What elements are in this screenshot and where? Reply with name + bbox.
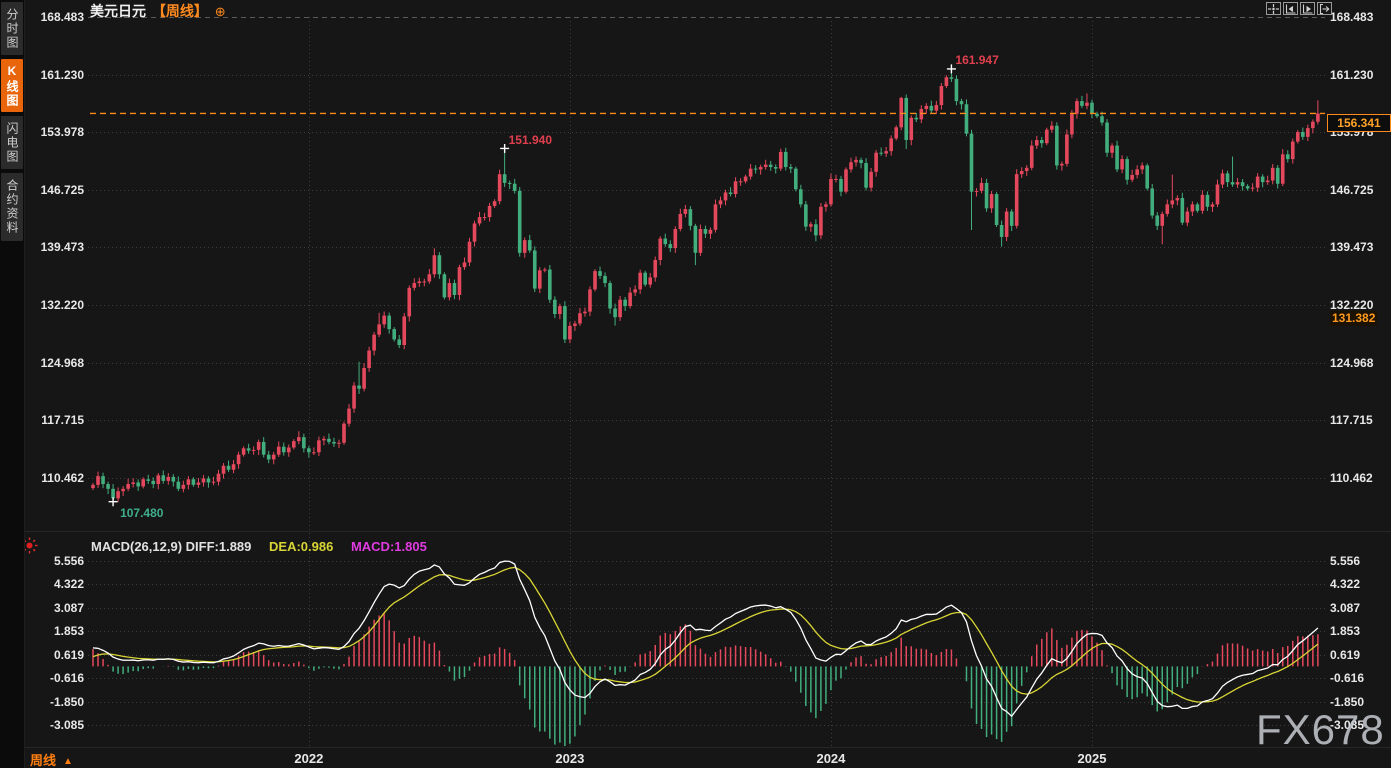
- price-tick-left: 110.462: [41, 471, 84, 485]
- price-tick-left: 117.715: [41, 413, 84, 428]
- year-label-2022: 2022: [294, 751, 324, 766]
- sidebar-tab-3[interactable]: 闪电图: [1, 116, 23, 169]
- macd-tick-right: 0.619: [1330, 647, 1361, 662]
- macd-tick-right: -0.616: [1330, 671, 1365, 686]
- sidebar-tab-1[interactable]: 分时图: [1, 2, 23, 55]
- symbol-title: 美元日元: [90, 3, 146, 19]
- timeframe-selector[interactable]: 周线 ▲: [30, 750, 73, 768]
- macd-tick-left: 5.556: [53, 553, 84, 568]
- move-crosshair-icon[interactable]: [1266, 2, 1281, 15]
- price-tick-left: 146.725: [40, 182, 84, 197]
- year-label-2024: 2024: [816, 751, 846, 766]
- sidebar-tab-4[interactable]: 合约资料: [1, 173, 23, 241]
- price-tick-right: 124.968: [1330, 355, 1374, 370]
- swing-high-annotation: 151.940: [508, 133, 553, 148]
- price-tick-right: 117.715: [1330, 413, 1373, 428]
- price-tick-right: 168.483: [1330, 10, 1374, 24]
- price-tick-left: 153.978: [40, 125, 84, 140]
- chart-type-sidebar: 分时图 K线图闪电图合约资料: [0, 0, 25, 768]
- price-tick-right: 132.220: [1330, 298, 1374, 313]
- price-tick-right: 146.725: [1330, 182, 1374, 197]
- macd-tick-right: 3.087: [1330, 600, 1361, 615]
- interval-badge: 【周线】: [151, 3, 208, 19]
- macd-tick-left: -0.616: [49, 671, 84, 686]
- macd-tick-left: -1.850: [49, 694, 84, 709]
- price-tick-left: 168.483: [40, 10, 84, 24]
- macd-tick-right: -1.850: [1330, 694, 1365, 709]
- go-to-latest-icon[interactable]: [1317, 2, 1332, 15]
- timeframe-label: 周线: [30, 753, 57, 768]
- macd-tick-right: 5.556: [1330, 553, 1361, 568]
- macd-tick-right: 4.322: [1330, 577, 1361, 592]
- macd-value: MACD:1.805: [350, 539, 427, 554]
- sidebar-tab-2[interactable]: K线图: [1, 59, 23, 112]
- macd-params-diff-value: MACD(26,12,9) DIFF:1.889: [91, 539, 252, 554]
- bottom-axis-divider: [0, 747, 1391, 748]
- price-tick-left: 132.220: [40, 298, 84, 313]
- current-price-tag: 156.341: [1327, 114, 1391, 133]
- panel-divider: [0, 531, 1391, 532]
- timeframe-arrow-icon: ▲: [63, 756, 73, 767]
- chart-header: 美元日元 【周线】 ⊕: [90, 1, 226, 21]
- macd-tick-left: -3.085: [49, 717, 84, 732]
- macd-tick-left: 4.322: [53, 577, 84, 592]
- macd-tick-left: 0.619: [53, 647, 84, 662]
- price-tick-right: 110.462: [1330, 471, 1373, 485]
- price-tick-left: 124.968: [40, 355, 84, 370]
- macd-tick-right: 1.853: [1330, 624, 1361, 639]
- add-indicator-icon[interactable]: ⊕: [214, 4, 226, 19]
- compress-left-icon[interactable]: [1283, 2, 1298, 15]
- macd-dea-value: DEA:0.986: [269, 539, 334, 554]
- price-tick-right: 161.230: [1330, 67, 1374, 82]
- high-price-annotation: 161.947: [955, 52, 999, 67]
- macd-tick-left: 1.853: [53, 624, 84, 639]
- low-price-annotation: 107.480: [120, 505, 164, 520]
- compress-right-icon[interactable]: [1300, 2, 1315, 15]
- secondary-price-tag: 131.382: [1330, 310, 1378, 326]
- chart-toolbar: [1266, 2, 1332, 15]
- price-tick-right: 139.473: [1330, 240, 1374, 255]
- macd-tick-left: 3.087: [53, 600, 84, 615]
- watermark: FX678: [1256, 706, 1385, 753]
- year-label-2025: 2025: [1077, 751, 1107, 766]
- year-label-2023: 2023: [555, 751, 585, 766]
- macd-status-line: MACD(26,12,9) DIFF:1.889 DEA:0.986 MACD:…: [91, 539, 427, 554]
- price-tick-left: 161.230: [40, 67, 84, 82]
- macd-tick-right: -3.085: [1330, 717, 1365, 732]
- price-tick-left: 139.473: [40, 240, 84, 255]
